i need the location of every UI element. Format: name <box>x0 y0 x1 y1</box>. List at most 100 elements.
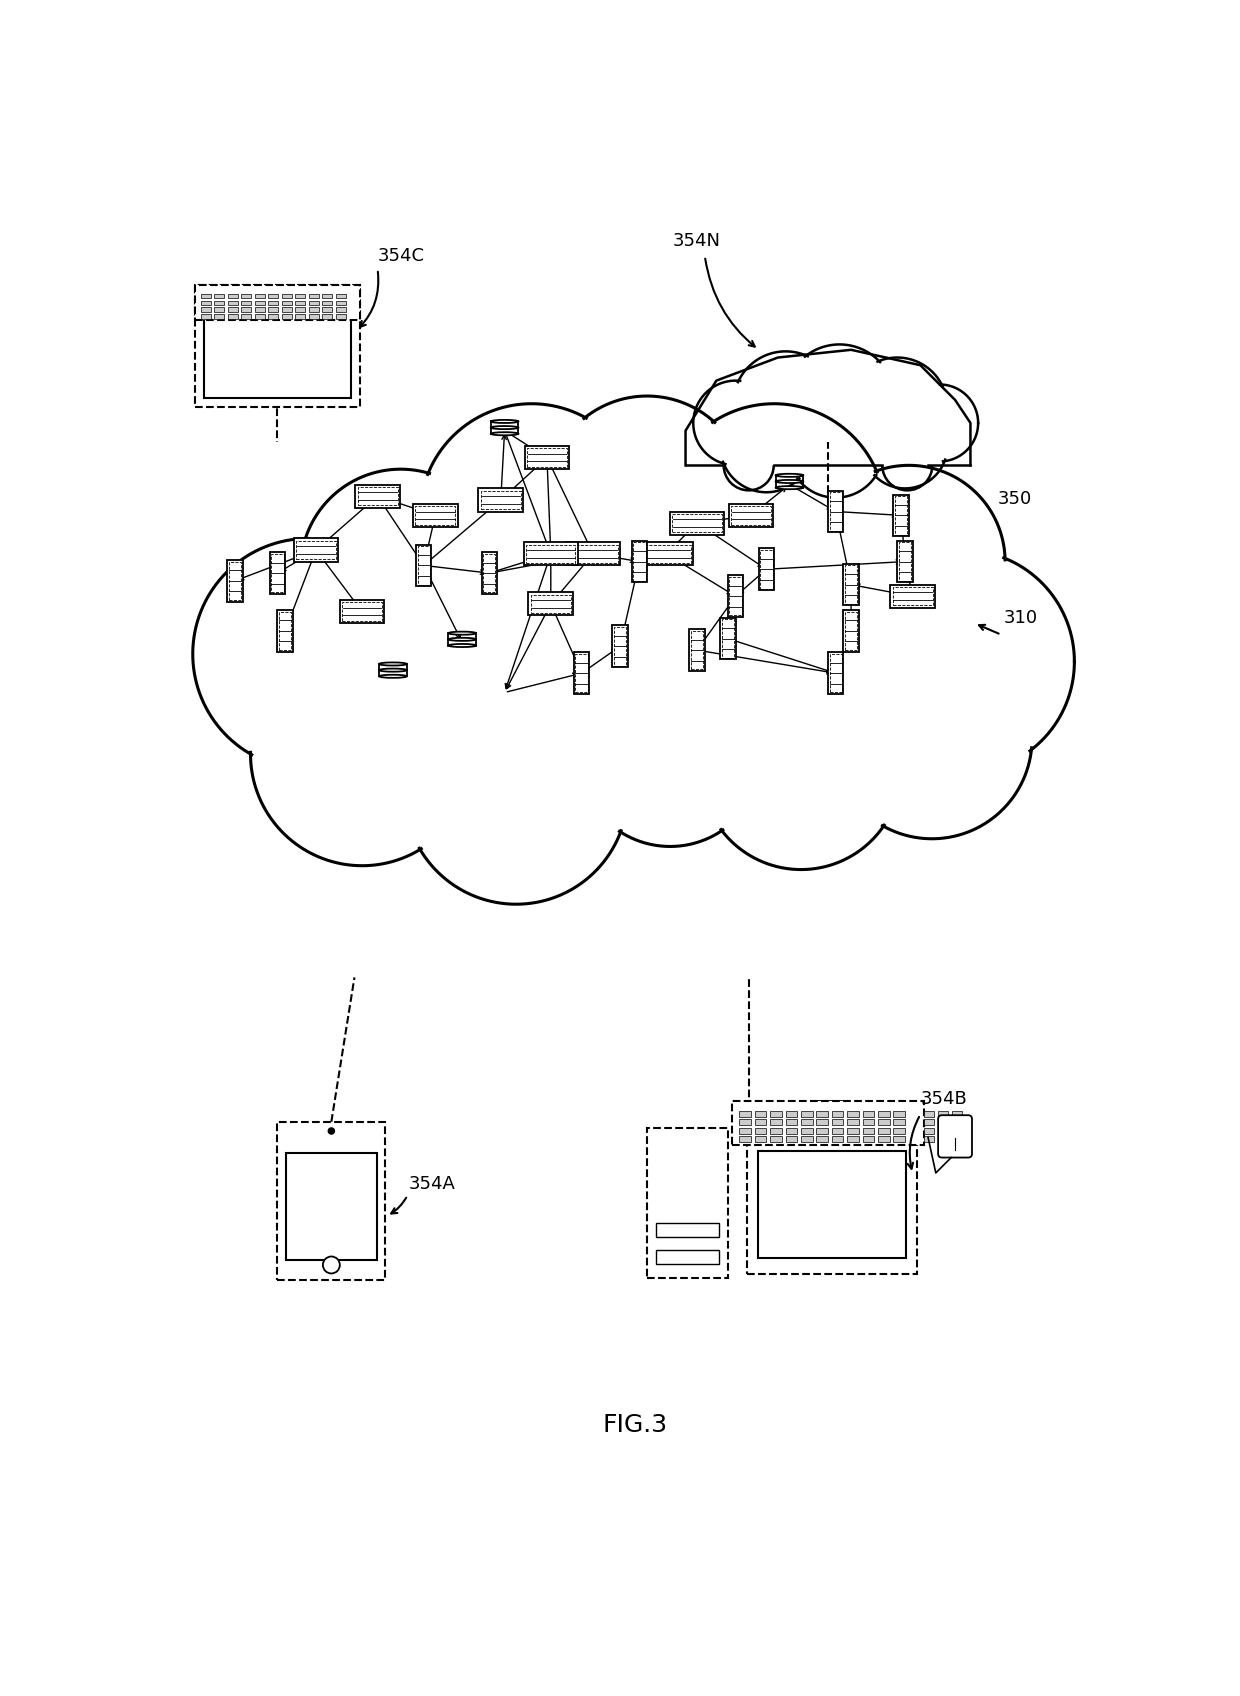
Bar <box>689 629 704 672</box>
Bar <box>531 595 570 614</box>
Bar <box>296 541 336 560</box>
Bar <box>322 300 332 305</box>
Bar <box>614 628 626 665</box>
Ellipse shape <box>491 421 518 422</box>
Bar <box>568 544 618 563</box>
Bar <box>952 1128 962 1133</box>
Bar <box>878 1128 889 1133</box>
Bar <box>295 307 305 312</box>
Bar <box>656 1223 719 1236</box>
Bar <box>641 544 691 563</box>
Bar <box>739 1119 751 1124</box>
Bar <box>801 1128 812 1133</box>
Bar <box>786 1119 797 1124</box>
Bar <box>528 592 573 616</box>
Bar <box>294 538 339 561</box>
Bar <box>215 293 224 298</box>
Bar <box>254 293 265 298</box>
Bar <box>281 314 291 319</box>
Bar <box>640 543 693 565</box>
Bar <box>242 293 252 298</box>
Bar <box>786 1128 797 1133</box>
Circle shape <box>863 404 947 488</box>
Bar <box>281 293 291 298</box>
Bar <box>939 1136 949 1141</box>
Bar <box>309 300 319 305</box>
Bar <box>523 543 578 565</box>
Bar <box>828 490 843 533</box>
Bar <box>574 653 589 694</box>
Bar <box>894 495 909 536</box>
Ellipse shape <box>379 663 407 665</box>
Bar <box>479 488 523 512</box>
Ellipse shape <box>491 432 518 436</box>
Bar <box>342 602 382 621</box>
Bar <box>527 448 567 466</box>
Bar <box>844 565 857 604</box>
Bar <box>878 1119 889 1124</box>
Bar <box>309 314 319 319</box>
Circle shape <box>693 380 777 465</box>
Bar <box>924 1111 934 1116</box>
Circle shape <box>812 465 1006 658</box>
Bar <box>739 1136 751 1141</box>
Bar <box>899 543 911 580</box>
Bar <box>801 1119 812 1124</box>
Circle shape <box>322 1257 340 1274</box>
Bar <box>268 307 278 312</box>
Bar <box>227 560 243 602</box>
Bar <box>863 1128 874 1133</box>
Bar <box>309 293 319 298</box>
Bar <box>939 1119 949 1124</box>
FancyBboxPatch shape <box>939 1116 972 1158</box>
Bar <box>309 307 319 312</box>
Bar <box>786 1111 797 1116</box>
Bar <box>357 487 398 505</box>
Bar <box>832 1119 843 1124</box>
Bar <box>893 587 932 605</box>
Bar <box>281 300 291 305</box>
Bar <box>242 314 252 319</box>
Bar <box>242 300 252 305</box>
Circle shape <box>300 470 501 670</box>
Bar <box>847 1136 859 1141</box>
Bar <box>898 541 913 582</box>
Bar <box>722 619 734 658</box>
Bar <box>670 512 724 534</box>
Ellipse shape <box>449 644 476 648</box>
Bar <box>254 307 265 312</box>
Bar <box>278 611 293 651</box>
Bar <box>295 300 305 305</box>
Bar <box>847 1119 859 1124</box>
Bar <box>830 655 842 692</box>
Bar <box>770 1136 781 1141</box>
Circle shape <box>733 351 838 456</box>
Bar <box>816 1128 828 1133</box>
Bar <box>268 300 278 305</box>
Bar <box>322 314 332 319</box>
Bar <box>526 544 575 563</box>
Bar <box>575 655 588 692</box>
Bar <box>830 492 842 531</box>
Bar <box>228 314 238 319</box>
Bar <box>832 1128 843 1133</box>
Bar <box>786 1136 797 1141</box>
Bar <box>759 548 774 590</box>
Bar <box>634 543 646 580</box>
Circle shape <box>832 639 1032 840</box>
Bar <box>748 1128 916 1274</box>
Bar <box>215 300 224 305</box>
Bar <box>832 1111 843 1116</box>
Bar <box>878 1111 889 1116</box>
Bar <box>484 555 495 592</box>
Bar <box>878 1136 889 1141</box>
Bar <box>760 550 773 589</box>
Bar <box>895 497 908 534</box>
Circle shape <box>720 400 812 492</box>
Bar <box>720 617 735 660</box>
Bar <box>672 514 722 533</box>
Circle shape <box>693 500 955 762</box>
Bar <box>228 300 238 305</box>
Text: 350: 350 <box>997 490 1032 507</box>
Bar <box>215 314 224 319</box>
